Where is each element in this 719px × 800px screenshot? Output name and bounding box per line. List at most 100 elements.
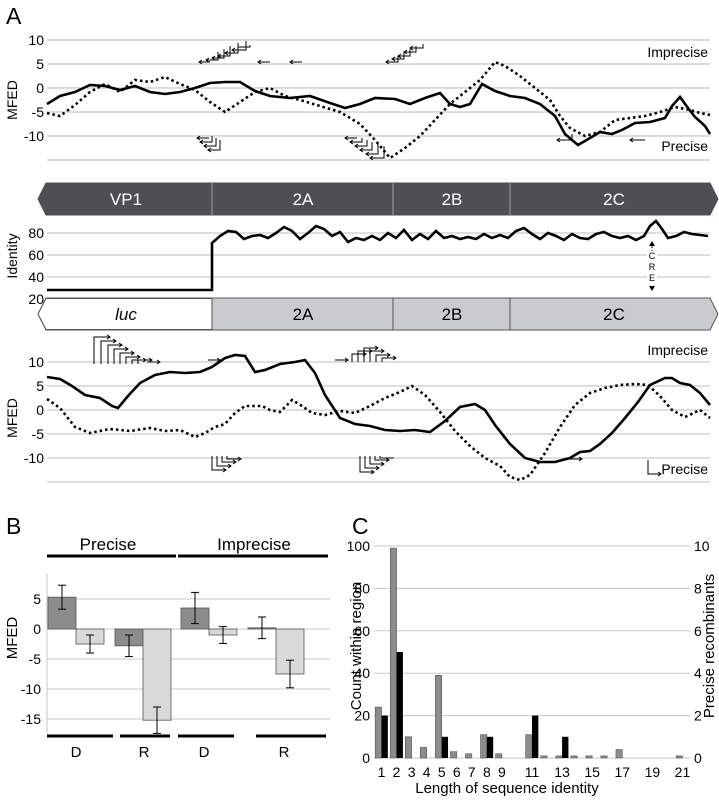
- tick-label: 2: [694, 708, 702, 724]
- category-label: R: [279, 744, 290, 761]
- imprecise-label: Imprecise: [647, 342, 708, 358]
- mfed-trace-dotted: [46, 60, 711, 160]
- crossover-arrow-group: [385, 44, 424, 65]
- bar-count: [480, 734, 488, 759]
- tick-label: 8: [694, 580, 702, 596]
- tick-label: 4: [423, 764, 431, 780]
- tick-label: 40: [28, 269, 44, 285]
- y-axis-label-left: Count within region: [348, 582, 365, 710]
- bar-count: [450, 751, 458, 759]
- genome-bar-bottom: luc 2A 2B 2C: [37, 297, 719, 331]
- bar-count: [615, 749, 623, 759]
- tick-label: 15: [584, 764, 600, 780]
- tick-label: 8: [483, 764, 491, 780]
- cre-letter: C: [649, 251, 656, 261]
- tick-label: 11: [525, 764, 540, 780]
- tick-label: 6: [453, 764, 461, 780]
- tick-label: 3: [408, 764, 416, 780]
- tick-label: 10: [28, 354, 44, 370]
- segment-label-vp1: VP1: [110, 190, 142, 209]
- y-axis-label: MFED: [4, 617, 21, 660]
- crossover-arrow-group: [556, 134, 645, 143]
- tick-label: 0: [36, 402, 44, 418]
- bar-precise: [532, 715, 539, 758]
- tick-label: 5: [33, 591, 41, 607]
- bar-count: [404, 736, 412, 759]
- tick-label: 1: [378, 764, 386, 780]
- tick-label: 0: [694, 750, 702, 766]
- tick-label: 0: [362, 750, 370, 766]
- tick-label: -15: [21, 711, 41, 727]
- tick-label: 20: [28, 291, 44, 307]
- mfed-trace-dotted: [46, 382, 711, 482]
- crossover-arrow-group: [344, 135, 385, 161]
- bar-precise: [486, 736, 494, 758]
- crossover-arrow-group: [196, 135, 221, 153]
- cre-letter: E: [649, 273, 655, 283]
- bar-count: [675, 755, 683, 759]
- bar-count: [435, 675, 443, 759]
- segment-label-2b: 2B: [442, 305, 463, 324]
- segment-label-2b: 2B: [442, 190, 463, 209]
- y-axis-label: Identity: [4, 233, 20, 278]
- bar-precise: [562, 736, 569, 758]
- tick-label: -5: [32, 426, 45, 442]
- category-label: R: [139, 744, 150, 761]
- tick-label: 10: [694, 538, 710, 554]
- bar-count: [389, 547, 397, 759]
- segment-label-2a: 2A: [293, 305, 314, 324]
- bar-count: [525, 734, 533, 759]
- tick-label: 21: [675, 764, 691, 780]
- tick-label: 80: [354, 580, 370, 596]
- tick-label: 10: [28, 32, 44, 48]
- precise-label: Precise: [661, 461, 708, 477]
- tick-label: 80: [28, 225, 44, 241]
- cre-marker: C R E: [647, 241, 657, 291]
- mfed-track-bottom: 10 5 0 -5 -10 MFED Imprecise Precise: [4, 334, 711, 483]
- crossover-arrow-group: [93, 334, 221, 365]
- bar: [142, 628, 172, 721]
- panel-label-a: A: [6, 3, 22, 29]
- bar-count: [540, 755, 548, 759]
- tick-label: 5: [438, 764, 446, 780]
- tick-label: 13: [554, 764, 570, 780]
- tick-label: 0: [36, 80, 44, 96]
- bar-precise: [396, 652, 403, 758]
- segment-label-luc: luc: [115, 305, 137, 324]
- bar-count: [495, 753, 503, 759]
- tick-label: 20: [354, 708, 370, 724]
- tick-label: 60: [28, 247, 44, 263]
- tick-label: 17: [614, 764, 630, 780]
- precise-label: Precise: [661, 138, 708, 154]
- tick-label: 9: [498, 764, 506, 780]
- identity-track: 80 60 40 20 Identity C R E: [4, 219, 710, 307]
- tick-label: 19: [645, 764, 661, 780]
- bar-count: [465, 753, 473, 759]
- crossover-arrow-group: [211, 456, 242, 473]
- bar-count: [420, 747, 427, 759]
- crossover-arrow-group: [198, 41, 302, 65]
- mfed-trace-solid: [46, 353, 711, 464]
- x-axis-label: Length of sequence identity: [415, 780, 599, 797]
- segment-label-2c: 2C: [603, 190, 625, 209]
- group-label-precise: Precise: [80, 535, 137, 554]
- cre-letter: R: [649, 262, 656, 272]
- tick-label: 0: [33, 621, 41, 637]
- tick-label: -5: [32, 104, 45, 120]
- tick-label: 5: [36, 56, 44, 72]
- panel-label-c: C: [352, 513, 369, 539]
- tick-label: -10: [24, 128, 44, 144]
- category-label: D: [71, 744, 82, 761]
- mfed-track-top: 10 5 0 -5 -10 MFED Imprecise Precise: [4, 32, 712, 161]
- panel-label-b: B: [6, 513, 21, 539]
- y-axis-label: MFED: [4, 80, 20, 120]
- crossover-arrow-group: [568, 456, 662, 477]
- genome-bar-shape: [37, 182, 719, 216]
- y-axis-label: MFED: [4, 398, 20, 438]
- group-label-imprecise: Imprecise: [217, 535, 291, 554]
- tick-label: 7: [468, 764, 476, 780]
- segment-label-2c: 2C: [603, 305, 625, 324]
- genome-bar-top: VP1 2A 2B 2C: [37, 182, 719, 216]
